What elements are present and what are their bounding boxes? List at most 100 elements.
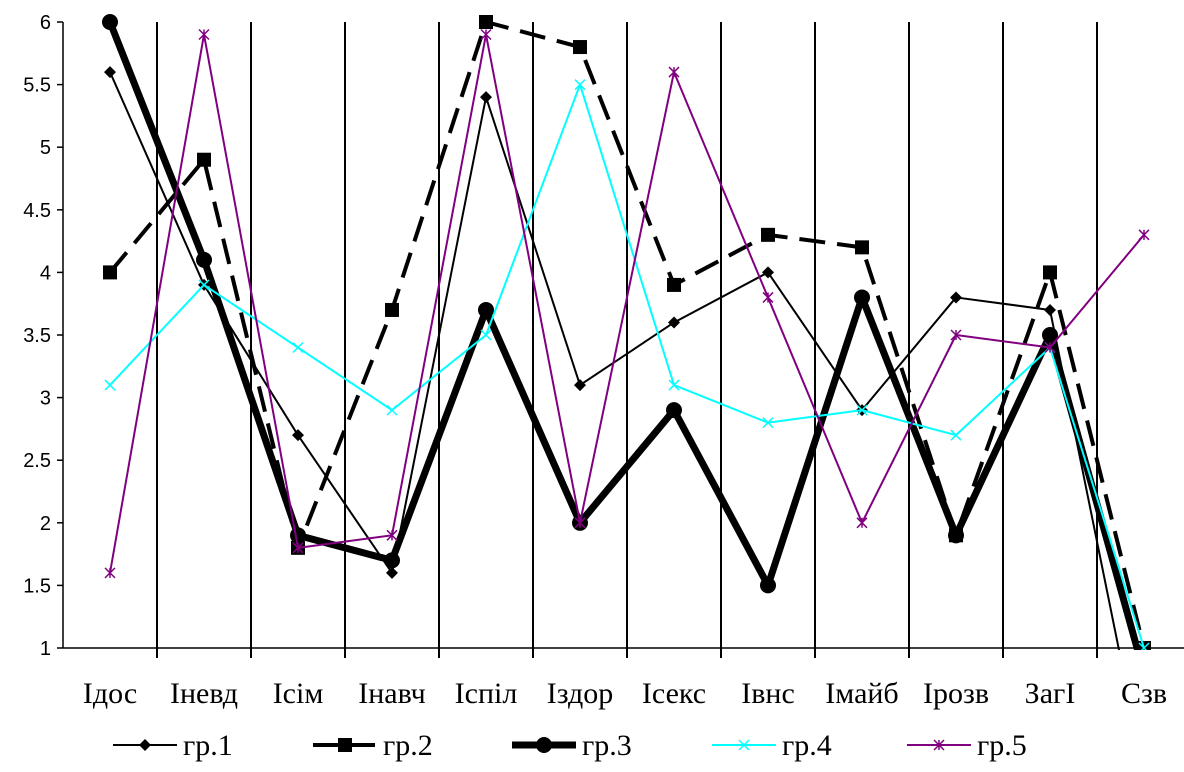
y-tick-labels: 1 1.5 2 2.5 3 3.5 4 4.5 5 5.5 6 [23,12,63,660]
data-point [668,316,680,329]
data-point [1042,327,1058,343]
legend-item-2: гр.2 [313,729,433,762]
data-point [385,302,399,317]
data-point [102,14,118,30]
data-point [292,341,304,354]
x-category-label: Ісекс [642,677,706,710]
y-tick-label: 5.5 [23,75,51,97]
y-tick-label: 1 [40,638,51,660]
data-point [104,66,116,79]
data-point [536,737,552,753]
data-point [386,529,398,541]
data-point [104,379,116,391]
legend-label: гр.3 [582,729,632,762]
data-point [292,429,304,442]
x-category-label: Імайб [825,677,898,710]
data-point [950,291,962,304]
series-гр.5 [104,28,1150,579]
legend-item-5: гр.5 [907,729,1027,762]
data-point [1138,229,1150,241]
series-гр.3 [102,14,1142,650]
legend-label: гр.1 [183,729,233,762]
data-point [1043,265,1057,280]
y-tick-label: 3 [40,388,51,410]
y-tick-label: 1.5 [23,575,51,597]
legend-item-4: гр.4 [712,729,832,762]
data-point [950,429,962,441]
legend-label: гр.4 [782,729,832,762]
series-lines [102,14,1151,650]
data-point [762,266,774,279]
y-tick-label: 6 [40,12,51,34]
y-tick-label: 4 [40,262,51,284]
series-line [106,20,1142,650]
data-point [573,40,587,55]
series-line [109,83,1145,649]
data-point [292,542,304,554]
data-point [139,739,151,751]
data-point [197,152,211,167]
data-point [196,251,212,268]
data-point [667,277,681,292]
data-point [668,379,680,391]
data-point [762,291,774,303]
data-point [948,527,964,544]
data-point [338,738,352,752]
data-point [104,567,116,579]
x-category-label: Івнс [741,677,795,710]
data-point [290,527,306,544]
data-point [198,279,210,291]
x-category-label: Інавч [358,677,425,710]
data-point [386,404,398,416]
data-point [198,28,210,41]
y-tick-label: 3.5 [23,325,51,347]
data-point [574,79,586,91]
data-point [762,417,774,429]
data-point [854,289,870,306]
grid-lines [156,22,1098,658]
data-point [480,28,492,41]
data-point [760,577,776,594]
data-point [1044,341,1056,354]
x-category-label: Сзв [1121,677,1167,710]
data-point [856,517,868,529]
data-point [574,379,586,392]
legend-label: гр.5 [977,729,1027,762]
legend-label: гр.2 [383,729,433,762]
x-category-label: Ірозв [923,677,989,710]
x-category-label: ЗагІ [1025,677,1076,710]
data-point [933,739,945,751]
data-point [479,15,493,29]
x-category-label: Іздор [547,677,614,710]
legend-item-3: гр.3 [512,729,632,762]
series-line [109,33,1145,574]
x-category-label: Ісім [273,677,324,710]
data-point [856,404,868,416]
data-point [386,566,398,579]
data-point [103,265,117,280]
data-point [950,329,962,341]
x-category-label: Ідос [83,677,137,710]
data-point [574,517,586,529]
y-tick-label: 2 [40,513,51,535]
data-point [480,329,492,341]
data-point [384,552,400,569]
x-category-label: Іспіл [455,677,518,710]
data-point [480,91,492,104]
x-category-labels: Ідос Іневд Ісім Інавч Іспіл Іздор Ісекс Івнс Іма… [83,677,1167,710]
y-tick-label: 4.5 [23,200,51,222]
y-tick-label: 5 [40,137,51,159]
data-point [1044,303,1056,316]
legend-item-1: гр.1 [113,729,233,762]
data-point [478,301,494,318]
series-line [109,71,1121,650]
data-point [738,739,750,751]
legend: гр.1 гр.2 гр.3 гр.4 гр.5 [113,729,1027,762]
data-point [1138,642,1150,650]
data-point [761,227,775,242]
data-point [666,402,682,419]
y-tick-label: 2.5 [23,450,51,472]
x-category-label: Іневд [170,677,238,710]
data-point [668,66,680,78]
